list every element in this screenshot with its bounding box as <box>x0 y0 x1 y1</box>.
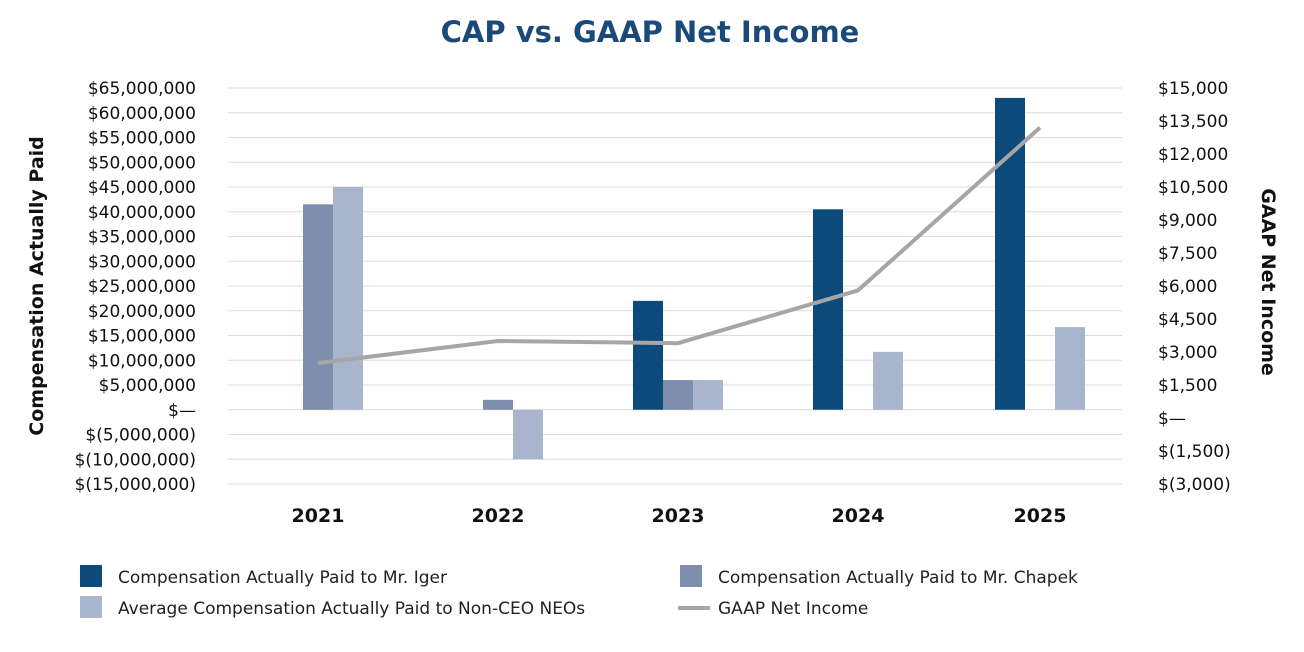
bar-series-3-2022 <box>513 409 543 460</box>
right-tick-label: $10,500 <box>1158 178 1228 198</box>
bar-series-3-2025 <box>1055 327 1085 410</box>
category-label-2022: 2022 <box>472 505 525 527</box>
right-tick-label: $4,500 <box>1158 310 1217 330</box>
legend-label: Average Compensation Actually Paid to No… <box>118 599 585 619</box>
category-label-2021: 2021 <box>292 505 345 527</box>
bar-series-2-2021 <box>303 204 333 410</box>
right-axis-ticks: $15,000 $13,500 $12,000 $10,500 $9,000 $7,500… <box>1158 79 1231 495</box>
left-tick-label: $20,000,000 <box>88 302 196 322</box>
left-tick-label: $5,000,000 <box>99 376 196 396</box>
bar-series-1-2023 <box>633 300 663 410</box>
bar-series-3-2021 <box>333 187 363 410</box>
chart-title: CAP vs. GAAP Net Income <box>441 15 860 49</box>
bar-series-2-2022 <box>483 399 513 410</box>
right-tick-label: $9,000 <box>1158 211 1217 231</box>
right-tick-label: $13,500 <box>1158 112 1228 132</box>
right-axis-title: GAAP Net Income <box>1257 188 1279 376</box>
legend: Compensation Actually Paid to Mr. Iger Co… <box>80 565 1078 619</box>
left-tick-label: $(5,000,000) <box>85 426 196 446</box>
legend-label: GAAP Net Income <box>718 599 868 619</box>
legend-swatch <box>80 596 102 618</box>
legend-label: Compensation Actually Paid to Mr. Iger <box>118 568 447 588</box>
right-tick-label: $(1,500) <box>1158 442 1231 462</box>
bar-series-3-2024 <box>873 351 903 410</box>
left-tick-label: $(15,000,000) <box>75 475 196 495</box>
legend-label: Compensation Actually Paid to Mr. Chapek <box>718 568 1078 588</box>
left-tick-label: $50,000,000 <box>88 153 196 173</box>
bar-series-2-2023 <box>663 380 693 410</box>
left-tick-label: $10,000,000 <box>88 351 196 371</box>
right-tick-label: $(3,000) <box>1158 475 1231 495</box>
legend-swatch <box>80 565 102 587</box>
bar-series-1-2024 <box>813 209 843 410</box>
left-tick-label: $60,000,000 <box>88 104 196 124</box>
net-income-line-layer <box>317 126 1042 365</box>
right-tick-label: $— <box>1158 409 1186 429</box>
right-tick-label: $1,500 <box>1158 376 1217 396</box>
left-tick-label: $55,000,000 <box>88 129 196 149</box>
left-axis-title: Compensation Actually Paid <box>26 136 48 436</box>
net-income-line <box>317 126 1042 365</box>
left-tick-label: $15,000,000 <box>88 327 196 347</box>
bar-series-3-2023 <box>693 380 723 410</box>
right-tick-label: $12,000 <box>1158 145 1228 165</box>
category-label-2023: 2023 <box>652 505 705 527</box>
left-tick-label: $(10,000,000) <box>75 450 196 470</box>
bars <box>303 97 1085 460</box>
left-tick-label: $— <box>168 401 196 421</box>
left-tick-label: $25,000,000 <box>88 277 196 297</box>
right-tick-label: $7,500 <box>1158 244 1217 264</box>
right-tick-label: $6,000 <box>1158 277 1217 297</box>
right-tick-label: $15,000 <box>1158 79 1228 99</box>
category-label-2025: 2025 <box>1014 505 1067 527</box>
left-tick-label: $45,000,000 <box>88 178 196 198</box>
left-tick-label: $40,000,000 <box>88 203 196 223</box>
left-tick-label: $30,000,000 <box>88 252 196 272</box>
left-tick-label: $35,000,000 <box>88 228 196 248</box>
bar-series-1-2025 <box>995 97 1025 410</box>
category-labels: 2021 2022 2023 2024 2025 <box>292 505 1067 527</box>
legend-swatch <box>680 565 702 587</box>
category-label-2024: 2024 <box>832 505 885 527</box>
left-tick-label: $65,000,000 <box>88 79 196 99</box>
left-axis-ticks: $65,000,000 $60,000,000 $55,000,000 $50,000… <box>75 79 196 495</box>
right-tick-label: $3,000 <box>1158 343 1217 363</box>
